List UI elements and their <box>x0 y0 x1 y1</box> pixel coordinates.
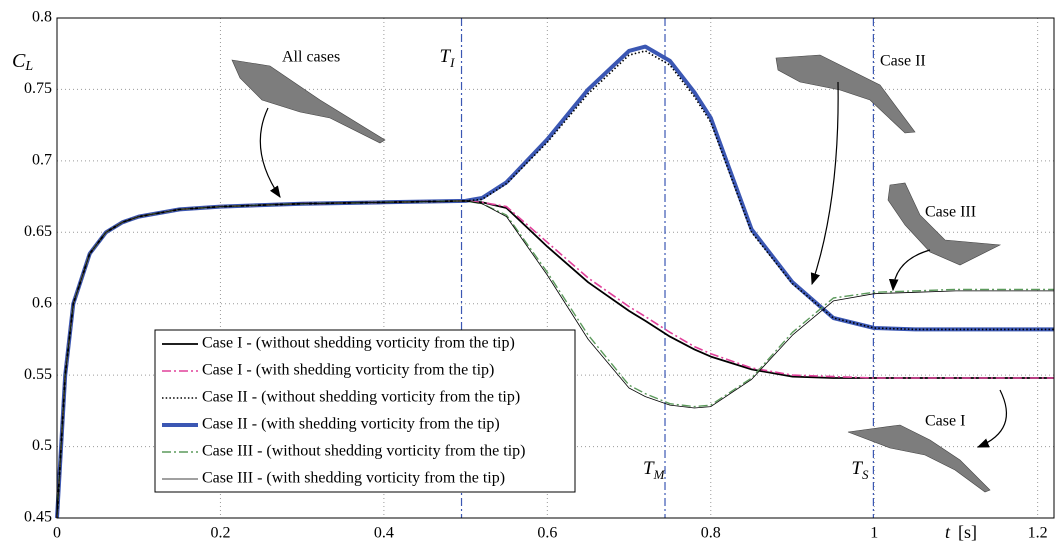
wing-icon <box>887 182 1002 266</box>
y-tick-label: 0.6 <box>32 294 52 311</box>
y-tick-label: 0.45 <box>24 509 52 526</box>
y-axis-label: CL <box>12 50 33 75</box>
marker-label-main: T <box>440 46 452 67</box>
arrow <box>976 389 1008 448</box>
legend-label: Case II - (with shedding vorticity from … <box>202 416 500 433</box>
annotation: All cases <box>282 49 340 66</box>
y-tick-label: 0.65 <box>24 223 52 240</box>
arrow <box>810 81 839 286</box>
marker-label: TS <box>851 458 869 482</box>
legend-label: Case II - (without shedding vorticity fr… <box>202 389 520 406</box>
arrow <box>259 107 281 198</box>
legend-box <box>154 329 576 493</box>
y-tick-label: 0.8 <box>32 9 52 26</box>
y-tick-label: 0.5 <box>32 437 52 454</box>
plot-frame <box>56 17 1055 519</box>
x-tick-label: 0.2 <box>210 525 230 542</box>
legend-label: Case I - (without shedding vorticity fro… <box>202 335 515 352</box>
marker-label: TI <box>440 46 456 70</box>
wing-icon <box>847 424 991 493</box>
x-tick-label: 0.8 <box>701 525 721 542</box>
marker-label: TM <box>643 458 666 482</box>
data-line <box>56 200 1054 519</box>
y-tick-label: 0.7 <box>32 152 52 169</box>
annotation: Case I <box>925 413 965 430</box>
annotation: Case II <box>880 53 926 70</box>
y-tick-label: 0.55 <box>24 366 52 383</box>
x-tick-label: 1.2 <box>1028 525 1048 542</box>
marker-label-sub: S <box>862 467 869 482</box>
x-tick-label: 0.6 <box>537 525 557 542</box>
arrow <box>888 249 931 292</box>
legend-label: Case III - (without shedding vorticity f… <box>202 443 525 460</box>
x-tick-label: 1 <box>870 525 878 542</box>
y-tick-label: 0.75 <box>24 80 52 97</box>
legend-label: Case I - (with shedding vorticity from t… <box>202 362 494 379</box>
x-tick-label: 0 <box>53 525 61 542</box>
marker-label-sub: I <box>449 55 455 70</box>
marker-label-sub: M <box>653 467 666 482</box>
marker-label-main: T <box>851 458 863 479</box>
wing-icon <box>231 59 386 144</box>
marker-label-main: T <box>643 458 655 479</box>
x-axis-label: t [s] <box>945 522 977 542</box>
x-tick-label: 0.4 <box>374 525 394 542</box>
wing-icon <box>775 54 916 134</box>
legend-label: Case III - (with shedding vorticity from… <box>202 470 505 487</box>
annotation: Case III <box>925 204 976 221</box>
